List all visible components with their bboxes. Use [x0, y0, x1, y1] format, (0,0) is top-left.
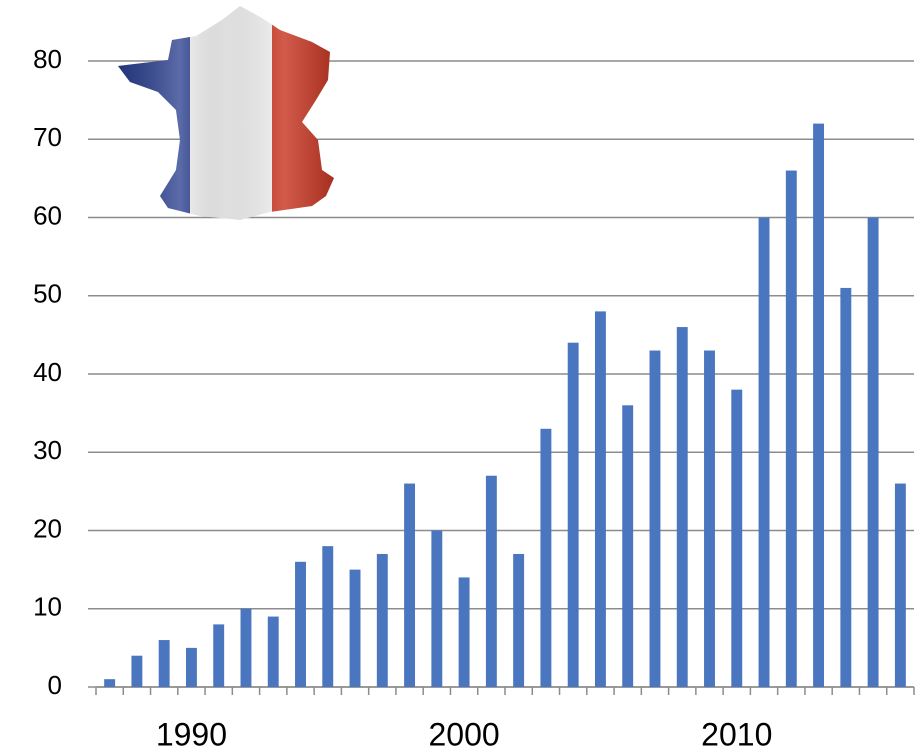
bar: [704, 351, 715, 687]
y-tick-label: 0: [48, 670, 62, 700]
bar: [650, 351, 661, 687]
y-tick-label: 50: [33, 279, 62, 309]
page: {"chart_data": {"type": "bar", "categori…: [0, 0, 924, 756]
x-tick-label: 1990: [156, 716, 227, 752]
y-tick-label: 70: [33, 122, 62, 152]
bar: [486, 476, 497, 687]
bar: [131, 656, 142, 687]
bar: [213, 624, 224, 687]
bar: [268, 617, 279, 687]
bar: [595, 311, 606, 687]
y-tick-label: 30: [33, 435, 62, 465]
bar: [404, 484, 415, 687]
bar: [868, 218, 879, 688]
bar: [840, 288, 851, 687]
bar: [159, 640, 170, 687]
bar: [677, 327, 688, 687]
bar: [377, 554, 388, 687]
y-tick-label: 80: [33, 44, 62, 74]
bar: [186, 648, 197, 687]
chart: 0 10 20 30 40 50 60 70 80 1990 2000 2010: [0, 0, 924, 756]
bar: [322, 546, 333, 687]
bar: [104, 679, 115, 687]
bar: [568, 343, 579, 687]
bar: [622, 405, 633, 687]
x-tick-label: 2010: [701, 716, 772, 752]
bar: [459, 577, 470, 687]
bar: [786, 171, 797, 687]
bar: [731, 390, 742, 687]
bar: [540, 429, 551, 687]
y-tick-label: 60: [33, 200, 62, 230]
bar: [513, 554, 524, 687]
bar: [759, 218, 770, 688]
y-tick-label: 10: [33, 592, 62, 622]
y-tick-label: 40: [33, 357, 62, 387]
bar: [431, 531, 442, 688]
bar: [895, 484, 906, 687]
france-flag: [110, 0, 342, 230]
bar: [241, 609, 252, 687]
bar: [350, 570, 361, 687]
y-tick-label: 20: [33, 513, 62, 543]
plot: 0 10 20 30 40 50 60 70 80 1990 2000 2010: [33, 44, 914, 753]
bar: [813, 124, 824, 687]
x-tick-label: 2000: [429, 716, 500, 752]
bar: [295, 562, 306, 687]
